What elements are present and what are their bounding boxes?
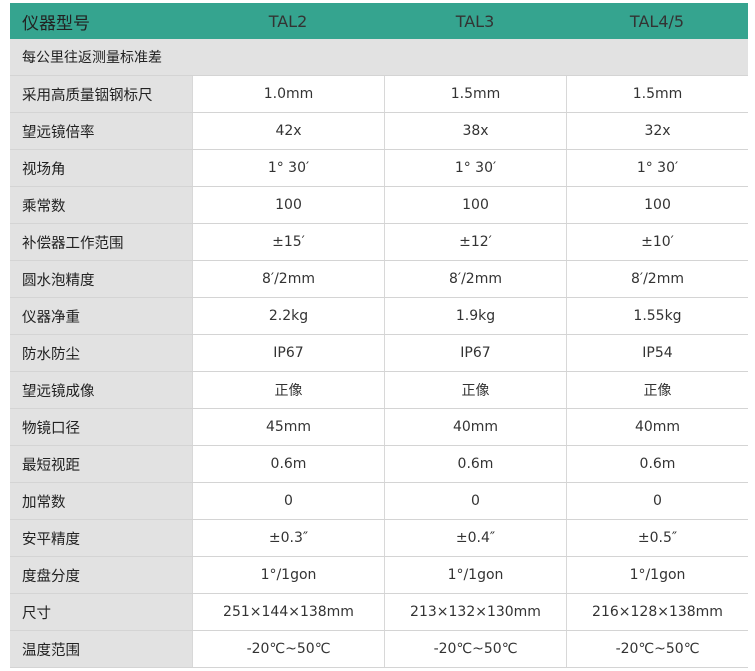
row-value: 45mm: [192, 409, 384, 445]
table-row: 望远镜成像 正像 正像 正像: [10, 372, 748, 409]
row-value: 1.55kg: [566, 298, 748, 334]
row-value: -20℃~50℃: [566, 631, 748, 667]
row-value: 213×132×130mm: [384, 594, 566, 630]
row-value: 0.6m: [192, 446, 384, 482]
header-model: TAL2: [268, 11, 308, 31]
row-value: 正像: [192, 372, 384, 408]
row-label: 安平精度: [10, 520, 192, 556]
row-label: 防水防尘: [10, 335, 192, 371]
row-label: 圆水泡精度: [10, 261, 192, 297]
row-value: ±12′: [384, 224, 566, 260]
row-label: 最短视距: [10, 446, 192, 482]
header-model: TAL4/5: [629, 11, 685, 31]
table-row: 尺寸 251×144×138mm 213×132×130mm 216×128×138m…: [10, 594, 748, 631]
row-value: 正像: [384, 372, 566, 408]
row-value: 正像: [566, 372, 748, 408]
row-value: 1° 30′: [192, 150, 384, 186]
row-value: 40mm: [384, 409, 566, 445]
row-value: 8′/2mm: [566, 261, 748, 297]
table-row: 圆水泡精度 8′/2mm 8′/2mm 8′/2mm: [10, 261, 748, 298]
row-value: 1.9kg: [384, 298, 566, 334]
row-value: ±10′: [566, 224, 748, 260]
row-value: IP67: [192, 335, 384, 371]
table-row: 采用高质量铟钢标尺 1.0mm 1.5mm 1.5mm: [10, 76, 748, 113]
row-label: 采用高质量铟钢标尺: [10, 76, 192, 112]
row-value: 0.6m: [384, 446, 566, 482]
row-value: 8′/2mm: [384, 261, 566, 297]
row-label: 望远镜倍率: [10, 113, 192, 149]
row-value: 40mm: [566, 409, 748, 445]
row-value: 42x: [192, 113, 384, 149]
table-row: 加常数 0 0 0: [10, 483, 748, 520]
row-value: 1.5mm: [384, 76, 566, 112]
row-value: 1° 30′: [566, 150, 748, 186]
row-label: 补偿器工作范围: [10, 224, 192, 260]
row-value: 251×144×138mm: [192, 594, 384, 630]
row-value: ±0.4″: [384, 520, 566, 556]
header-model: TAL3: [455, 11, 495, 31]
row-value: 1.0mm: [192, 76, 384, 112]
row-value: ±0.5″: [566, 520, 748, 556]
row-value: 32x: [566, 113, 748, 149]
row-value: 8′/2mm: [192, 261, 384, 297]
row-value: IP67: [384, 335, 566, 371]
row-label: 视场角: [10, 150, 192, 186]
table-header: 仪器型号 TAL2 TAL3 TAL4/5: [10, 3, 748, 39]
row-value: 2.2kg: [192, 298, 384, 334]
table-row: 补偿器工作范围 ±15′ ±12′ ±10′: [10, 224, 748, 261]
table-row: 安平精度 ±0.3″ ±0.4″ ±0.5″: [10, 520, 748, 557]
table-row: 视场角 1° 30′ 1° 30′ 1° 30′: [10, 150, 748, 187]
row-label: 仪器净重: [10, 298, 192, 334]
header-label: 仪器型号: [22, 13, 90, 34]
spec-table: 仪器型号 TAL2 TAL3 TAL4/5 每公里往返测量标准差 采用高质量铟钢…: [10, 3, 748, 668]
table-row: 温度范围 -20℃~50℃ -20℃~50℃ -20℃~50℃: [10, 631, 748, 668]
table-row: 防水防尘 IP67 IP67 IP54: [10, 335, 748, 372]
row-value: 1°/1gon: [566, 557, 748, 593]
row-value: 0: [566, 483, 748, 519]
row-value: 1°/1gon: [192, 557, 384, 593]
row-label: 加常数: [10, 483, 192, 519]
table-row: 望远镜倍率 42x 38x 32x: [10, 113, 748, 150]
row-label: 度盘分度: [10, 557, 192, 593]
row-label: 温度范围: [10, 631, 192, 667]
row-value: 216×128×138mm: [566, 594, 748, 630]
row-value: 0: [384, 483, 566, 519]
row-value: 1.5mm: [566, 76, 748, 112]
row-label: 望远镜成像: [10, 372, 192, 408]
row-value: 1° 30′: [384, 150, 566, 186]
row-label: 物镜口径: [10, 409, 192, 445]
row-value: -20℃~50℃: [384, 631, 566, 667]
row-value: 100: [384, 187, 566, 223]
section-row: 每公里往返测量标准差: [10, 39, 748, 76]
table-row: 仪器净重 2.2kg 1.9kg 1.55kg: [10, 298, 748, 335]
row-value: 100: [566, 187, 748, 223]
table-row: 物镜口径 45mm 40mm 40mm: [10, 409, 748, 446]
row-value: ±15′: [192, 224, 384, 260]
row-value: 38x: [384, 113, 566, 149]
row-value: IP54: [566, 335, 748, 371]
row-value: 1°/1gon: [384, 557, 566, 593]
row-value: ±0.3″: [192, 520, 384, 556]
row-value: -20℃~50℃: [192, 631, 384, 667]
row-value: 100: [192, 187, 384, 223]
row-value: 0: [192, 483, 384, 519]
row-label: 乘常数: [10, 187, 192, 223]
table-row: 度盘分度 1°/1gon 1°/1gon 1°/1gon: [10, 557, 748, 594]
table-row: 最短视距 0.6m 0.6m 0.6m: [10, 446, 748, 483]
row-value: 0.6m: [566, 446, 748, 482]
table-row: 乘常数 100 100 100: [10, 187, 748, 224]
row-label: 尺寸: [10, 594, 192, 630]
